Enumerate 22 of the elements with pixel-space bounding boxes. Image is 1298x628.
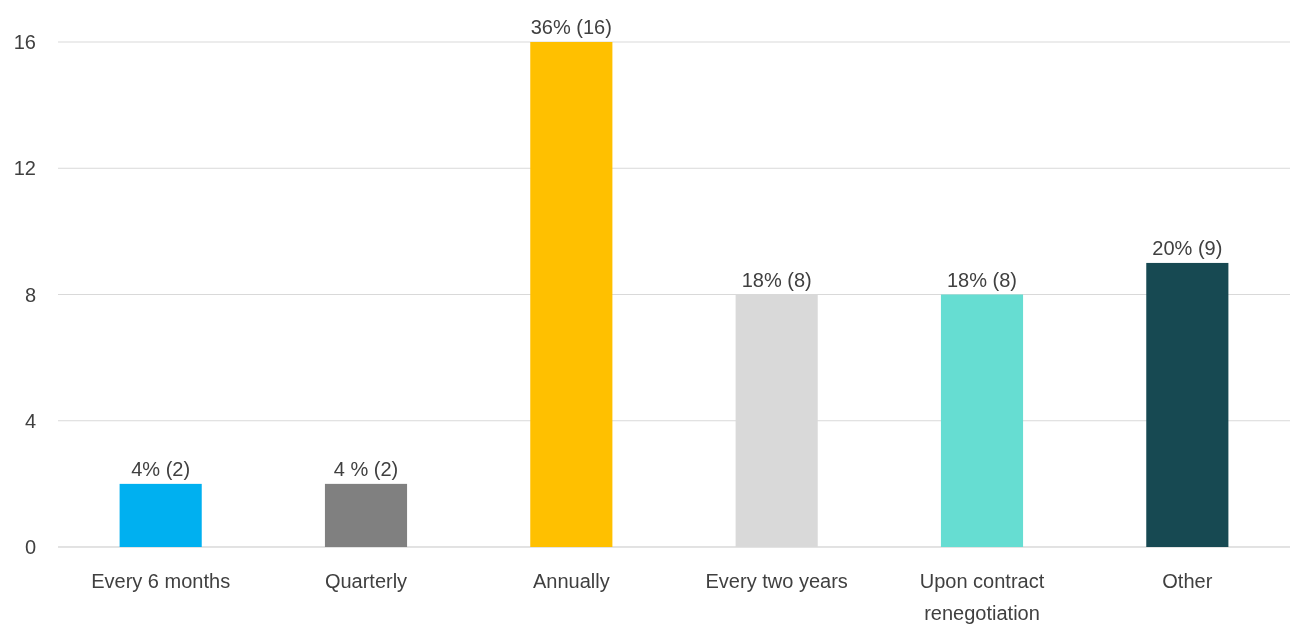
bar [940, 294, 1024, 547]
x-tick-label: Annually [532, 570, 610, 592]
y-tick-label: 0 [24, 536, 36, 558]
bar [324, 483, 408, 547]
x-tick-label: Other [1162, 570, 1213, 592]
data-label: 36% (16) [530, 16, 612, 38]
x-tick-label: Every 6 months [91, 570, 231, 592]
y-tick-label: 16 [13, 31, 36, 53]
bar [119, 483, 202, 547]
x-tick-label: Quarterly [324, 570, 408, 592]
data-label: 18% (8) [946, 268, 1018, 291]
y-tick-label: 12 [13, 157, 36, 180]
data-label: 18% (8) [741, 268, 812, 291]
bar [530, 42, 613, 547]
data-label: 4% (2) [131, 457, 191, 480]
y-tick-label: 8 [24, 283, 36, 306]
data-label: 4 % (2) [333, 457, 399, 480]
bar [1146, 262, 1229, 547]
x-tick-label: Every two years [705, 570, 848, 592]
data-label: 20% (9) [1152, 236, 1223, 259]
x-tick-label: Upon contract renegotiation [919, 570, 1045, 624]
y-tick-label: 4 [24, 409, 36, 432]
